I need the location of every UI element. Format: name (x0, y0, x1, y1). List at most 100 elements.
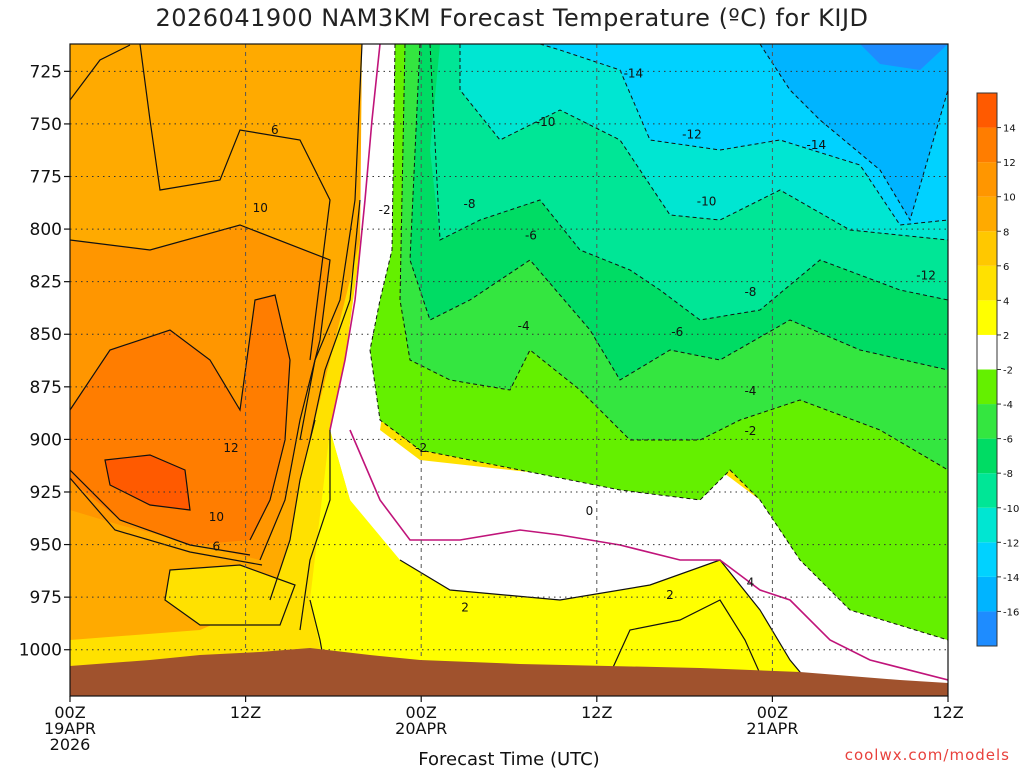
x-axis-title: Forecast Time (UTC) (418, 749, 599, 768)
y-tick-label: 725 (30, 62, 62, 82)
colorbar-label: -12 (1003, 538, 1019, 549)
contour-cold-5 (459, 44, 948, 241)
fill-band-12-14 (105, 455, 190, 510)
contour-warm-8 (164, 564, 296, 626)
contour-label: -8 (464, 197, 476, 211)
colorbar-swatch (977, 404, 997, 439)
contour-label: -14 (624, 66, 644, 80)
contour-warm-10 (309, 199, 361, 441)
x-tick-label: 12Z (581, 703, 612, 722)
x-tick-label: 12Z (932, 703, 963, 722)
y-tick-label: 875 (30, 378, 62, 398)
contour-warm-1 (70, 44, 131, 101)
contour-label: -6 (671, 325, 683, 339)
y-tick-label: 925 (30, 483, 62, 503)
contour-warm-4c-1 (599, 599, 771, 696)
colorbar-label: -2 (1003, 366, 1013, 377)
colorbar-label: 6 (1003, 262, 1009, 273)
colorbar-swatch (977, 507, 997, 543)
chart-title: 2026041900 NAM3KM Forecast Temperature (… (155, 4, 869, 32)
x-tick-label: 21APR (746, 719, 798, 738)
contour-warm-2c-1 (399, 559, 821, 696)
contour-label: -2 (415, 441, 427, 455)
y-tick-label: 775 (30, 168, 62, 188)
contour-label: -14 (806, 138, 826, 152)
x-tick-label: 19APR (44, 719, 96, 738)
contour-label: -2 (744, 424, 756, 438)
contour-cold-3 (409, 44, 948, 381)
contour-warm-5 (104, 454, 191, 511)
fill-band-4-6-inner (165, 565, 295, 625)
contour-label: 6 (213, 540, 221, 554)
plot-area: -14 -10 -12 -14 -2 -8 -10 -6 -12 -8 -4 -6 -4 -2 -2 0 2 2 4… (70, 44, 948, 696)
x-tick-label: 00Z (406, 703, 437, 722)
contour-warm-7 (70, 477, 263, 566)
colorbar-label: 12 (1003, 158, 1016, 169)
contour-label: -8 (744, 285, 756, 299)
y-tick-label: 950 (30, 536, 62, 556)
contour-label: 4 (747, 575, 755, 589)
x-tick-label: 00Z (757, 703, 788, 722)
colorbar-swatch (977, 473, 997, 508)
colorbar-label: 2 (1003, 331, 1009, 342)
contour-warm-4 (70, 294, 291, 541)
colorbar-swatch (977, 611, 997, 646)
warm-contours (70, 44, 821, 696)
colorbar-label: -8 (1003, 469, 1013, 480)
x-tick-label: 20APR (395, 719, 447, 738)
colorbar-label: 10 (1003, 193, 1016, 204)
fill-band-below-minus16 (860, 44, 948, 70)
contour-warm-3 (70, 224, 331, 561)
colorbar-swatch (977, 542, 997, 577)
contour-warm-2 (139, 44, 331, 361)
colorbar-swatch (977, 127, 997, 163)
contour-label: 6 (271, 123, 279, 137)
contour-label: 10 (253, 201, 268, 215)
x-tick-label: 2026 (50, 735, 91, 754)
contour-zero-1 (329, 44, 381, 431)
y-tick-label: 800 (30, 220, 62, 240)
y-tick-label: 825 (30, 273, 62, 293)
colorbar-swatch (977, 334, 997, 370)
x-tick-label: 00Z (54, 703, 85, 722)
colorbar-swatch (977, 438, 997, 474)
colorbar-swatch (977, 265, 997, 301)
contour-cold-1 (369, 44, 948, 641)
contour-label: 2 (461, 601, 469, 615)
colorbar-label: -10 (1003, 504, 1019, 515)
contour-label: -10 (697, 195, 717, 209)
contour-cold-4 (429, 44, 948, 321)
colorbar-label: -4 (1003, 400, 1013, 411)
grid (70, 44, 948, 696)
contour-label: -12 (916, 268, 936, 282)
contour-warm-11 (269, 419, 316, 601)
contour-zero-2 (349, 429, 948, 681)
colorbar-swatch (977, 369, 997, 405)
colorbar-label: -16 (1003, 607, 1019, 618)
contour-label: -4 (744, 384, 756, 398)
contour-label: 10 (209, 510, 224, 524)
plot-frame (69, 43, 949, 697)
y-axis: 725 750 775 800 825 850 875 900 925 950 975 1000 (19, 62, 70, 661)
contour-warm-12 (299, 430, 331, 631)
contour-label: -12 (682, 127, 702, 141)
contour-label: -10 (536, 115, 556, 129)
terrain (70, 648, 948, 696)
colorbar-swatch (977, 162, 997, 197)
credit-text: coolwx.com/models (844, 746, 1010, 764)
colorbar-label: 14 (1003, 124, 1016, 135)
contour-cold-2 (399, 44, 948, 471)
colorbar: -16 -14 -12 -10 -8 -6 -4 -2 2 4 6 8 10 12 14 (976, 92, 1019, 647)
colorbar-label: 8 (1003, 227, 1009, 238)
y-tick-label: 750 (30, 115, 62, 135)
contour-label: -2 (379, 203, 391, 217)
colorbar-swatch (977, 231, 997, 266)
fill-band-2-4 (310, 430, 820, 696)
fill-band-minus2-2 (330, 44, 948, 696)
contour-warm-6 (70, 469, 251, 556)
contour-warm-9 (299, 44, 363, 441)
cold-contours (369, 44, 948, 641)
y-tick-label: 850 (30, 325, 62, 345)
